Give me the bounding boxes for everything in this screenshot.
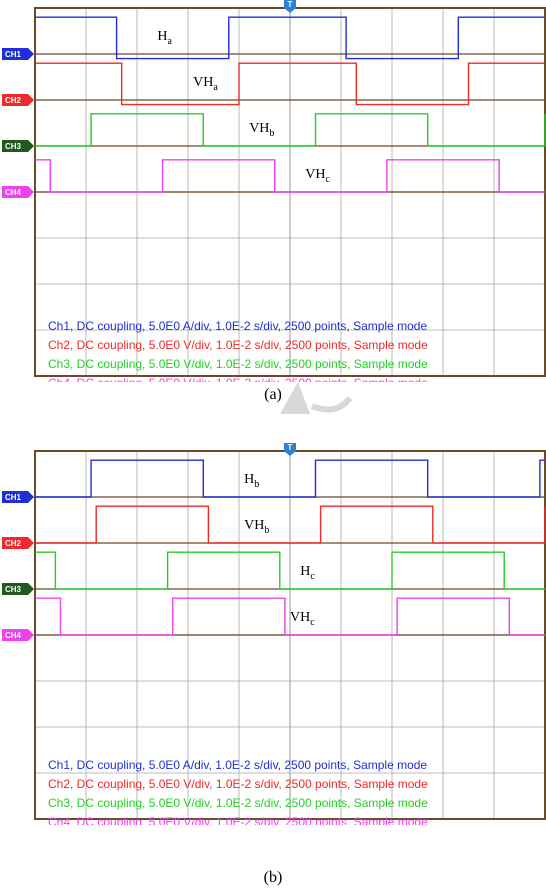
caption-a: (a) (264, 386, 282, 403)
watermark-logo (280, 382, 353, 414)
ch1-marker (2, 491, 34, 503)
ch2-marker-label: CH2 (5, 539, 22, 548)
ch4-marker (2, 186, 34, 198)
ch1-waveform (35, 459, 545, 498)
ch1-marker-label: CH1 (5, 50, 22, 59)
ch4-marker (2, 629, 34, 641)
ch2-marker (2, 94, 34, 106)
legend-ch1: Ch1, DC coupling, 5.0E0 A/div, 1.0E-2 s/… (48, 758, 427, 772)
waveform-label: VHb (244, 518, 269, 536)
trigger-marker-label: T (288, 443, 293, 452)
ch1-waveform (35, 16, 545, 60)
legend-ch2: Ch2, DC coupling, 5.0E0 V/div, 1.0E-2 s/… (48, 338, 428, 352)
ch3-waveform (35, 551, 545, 590)
ch3-waveform (35, 113, 546, 147)
ch2-waveform (35, 62, 545, 106)
ch3-marker-label: CH3 (5, 142, 22, 151)
ch4-waveform (35, 597, 545, 636)
waveform-label: Hc (300, 564, 315, 582)
waveform-label: Ha (157, 29, 172, 47)
scope-plot-a: T CH1 CH2 CH3 CH4 Ha VHa VHb VHc Ch1, DC coupling… (2, 0, 546, 382)
ch3-marker (2, 583, 34, 595)
ch3-marker-label: CH3 (5, 585, 22, 594)
waveform-label: VHb (249, 121, 274, 139)
trigger-marker-label: T (288, 0, 293, 9)
legend-ch2: Ch2, DC coupling, 5.0E0 V/div, 1.0E-2 s/… (48, 777, 428, 791)
legend-ch3: Ch3, DC coupling, 5.0E0 V/div, 1.0E-2 s/… (48, 796, 428, 810)
trigger-marker (284, 443, 296, 456)
legend-ch1: Ch1, DC coupling, 5.0E0 A/div, 1.0E-2 s/… (48, 319, 427, 333)
legend-ch3: Ch3, DC coupling, 5.0E0 V/div, 1.0E-2 s/… (48, 357, 428, 371)
legend-ch4: Ch4, DC coupling, 5.0E0 V/div, 1.0E-2 s/… (48, 376, 428, 382)
waveform-label: VHc (305, 167, 330, 185)
ch4-waveform (35, 159, 545, 193)
ch1-marker (2, 48, 34, 60)
ch1-marker-label: CH1 (5, 493, 22, 502)
ch2-marker-label: CH2 (5, 96, 22, 105)
legend-ch4: Ch4, DC coupling, 5.0E0 V/div, 1.0E-2 s/… (48, 815, 428, 825)
scope-plot-b: T CH1 CH2 CH3 CH4 Hb VHb Hc VHc Ch1, DC coupling,… (2, 443, 546, 825)
trigger-marker (284, 0, 296, 13)
oscilloscope-panel-b: T CH1 CH2 CH3 CH4 Hb VHb Hc VHc Ch1, DC coupling,… (0, 443, 546, 825)
caption-b: (b) (263, 869, 283, 886)
ch2-waveform (35, 505, 546, 544)
waveform-label: Hb (244, 472, 259, 490)
waveform-label: VHa (193, 75, 218, 93)
waveform-label: VHc (290, 610, 315, 628)
oscilloscope-panel-a: T CH1 CH2 CH3 CH4 Ha VHa VHb VHc Ch1, DC coupling… (0, 0, 546, 382)
ch3-marker (2, 140, 34, 152)
ch4-marker-label: CH4 (5, 188, 22, 197)
ch4-marker-label: CH4 (5, 631, 22, 640)
ch2-marker (2, 537, 34, 549)
